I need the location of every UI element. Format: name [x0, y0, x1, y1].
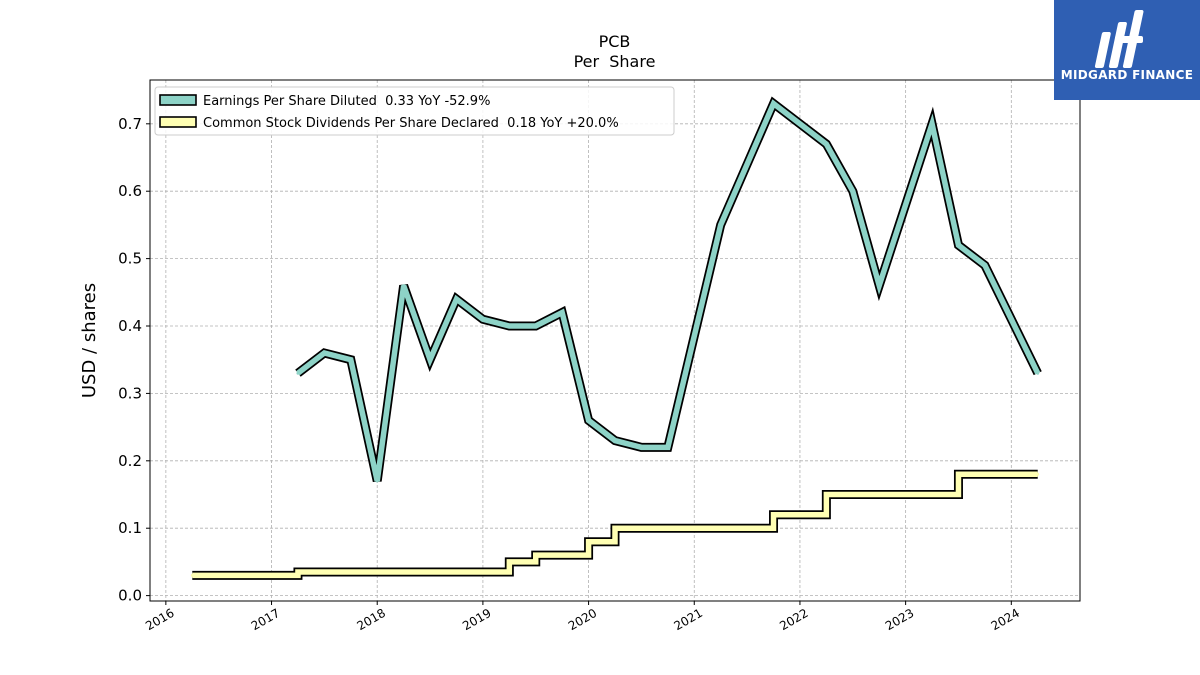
data-point	[877, 284, 881, 288]
legend-label: Earnings Per Share Diluted 0.33 YoY -52.…	[203, 94, 490, 109]
legend-swatch	[159, 116, 197, 128]
chart-subtitle: Per Share	[573, 52, 656, 71]
data-point	[639, 526, 643, 530]
x-tick-label: 2017	[249, 606, 282, 633]
data-point	[481, 317, 485, 321]
data-point	[190, 573, 194, 577]
data-point	[666, 445, 670, 449]
x-tick-label: 2023	[883, 606, 916, 633]
y-tick-label: 0.4	[118, 317, 142, 335]
data-point	[296, 570, 300, 574]
data-point	[904, 493, 908, 497]
data-point	[798, 513, 802, 517]
data-point	[772, 102, 776, 106]
data-point	[824, 493, 828, 497]
data-point	[560, 311, 564, 315]
data-point	[1036, 472, 1040, 476]
series-line	[296, 99, 1041, 482]
data-point	[983, 263, 987, 267]
brand-mark-icon	[1094, 10, 1144, 68]
data-point	[402, 570, 406, 574]
data-point	[349, 570, 353, 574]
data-point	[322, 351, 326, 355]
data-point	[719, 223, 723, 227]
data-point	[507, 324, 511, 328]
data-point	[719, 526, 723, 530]
x-tick-label: 2016	[143, 606, 176, 633]
data-point	[930, 493, 934, 497]
legend-box	[154, 86, 675, 136]
brand-logo: MIDGARD FINANCE	[1054, 0, 1200, 100]
data-point	[877, 493, 881, 497]
data-point	[375, 479, 379, 483]
data-point	[851, 189, 855, 193]
data-point	[402, 284, 406, 288]
x-tick-label: 2021	[672, 606, 705, 633]
data-point	[587, 540, 591, 544]
series-line	[192, 471, 1038, 579]
data-point	[745, 162, 749, 166]
data-point	[1009, 317, 1013, 321]
x-tick-label: 2019	[460, 606, 493, 633]
data-point	[534, 324, 538, 328]
x-tick-label: 2018	[354, 606, 387, 633]
data-point	[798, 122, 802, 126]
x-tick-label: 2020	[566, 606, 599, 633]
y-tick-label: 0.7	[118, 115, 142, 133]
data-point	[692, 526, 696, 530]
data-point	[534, 553, 538, 557]
data-point	[560, 553, 564, 557]
data-point	[613, 526, 617, 530]
y-tick-label: 0.0	[118, 587, 142, 605]
chart-title: PCB	[598, 32, 631, 51]
y-tick-label: 0.5	[118, 250, 142, 268]
y-tick-label: 0.2	[118, 452, 142, 470]
y-tick-label: 0.6	[118, 182, 142, 200]
data-point	[983, 472, 987, 476]
data-point	[428, 570, 432, 574]
data-point	[904, 203, 908, 207]
data-point	[772, 513, 776, 517]
data-point	[454, 570, 458, 574]
data-point	[1036, 371, 1040, 375]
data-point	[270, 573, 274, 577]
data-point	[956, 243, 960, 247]
data-point	[587, 418, 591, 422]
x-tick-label: 2024	[989, 606, 1022, 633]
data-point	[481, 570, 485, 574]
series-outline	[192, 469, 1038, 580]
data-point	[349, 358, 353, 362]
data-point	[851, 493, 855, 497]
y-axis-label: USD / shares	[79, 283, 100, 398]
data-point	[639, 445, 643, 449]
plot-frame	[149, 79, 1081, 602]
data-point	[507, 560, 511, 564]
data-point	[428, 358, 432, 362]
data-point	[956, 472, 960, 476]
y-tick-label: 0.3	[118, 384, 142, 402]
data-point	[745, 526, 749, 530]
data-point	[930, 122, 934, 126]
brand-name: MIDGARD FINANCE	[1060, 68, 1194, 82]
x-tick-label: 2022	[777, 606, 810, 633]
data-point	[217, 573, 221, 577]
y-tick-label: 0.1	[118, 519, 142, 537]
data-point	[613, 439, 617, 443]
data-point	[454, 297, 458, 301]
data-point	[666, 526, 670, 530]
data-point	[824, 142, 828, 146]
data-point	[375, 570, 379, 574]
data-point	[1009, 472, 1013, 476]
data-point	[296, 371, 300, 375]
legend-label: Common Stock Dividends Per Share Declare…	[203, 116, 619, 131]
legend-swatch	[159, 94, 197, 106]
data-point	[322, 570, 326, 574]
data-point	[243, 573, 247, 577]
